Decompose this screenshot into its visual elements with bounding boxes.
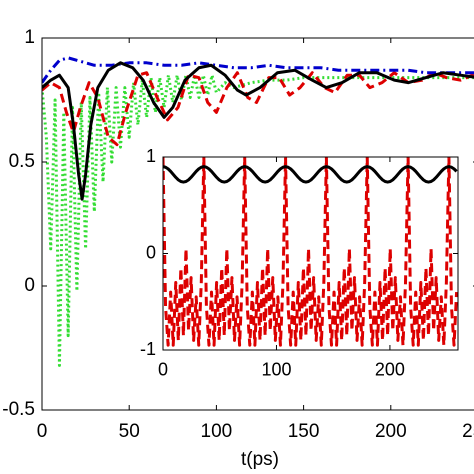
y-tick-label: 0: [24, 275, 35, 296]
data-line: [163, 157, 458, 347]
data-line: [42, 61, 474, 201]
x-axis-label: t(ps): [241, 449, 279, 470]
data-line: [163, 165, 458, 184]
axes-frame: [41, 37, 474, 411]
y-tick-label: 1: [24, 27, 35, 48]
x-tick-label: 200: [375, 421, 407, 442]
x-tick-label: 250: [462, 421, 474, 442]
y-tick-label: 1: [146, 146, 156, 166]
x-tick-label: 0: [37, 421, 48, 442]
y-tick-label: -1: [140, 339, 156, 359]
data-line: [42, 56, 474, 84]
x-tick-label: 200: [375, 359, 405, 379]
x-tick-label: 100: [201, 421, 233, 442]
x-tick-label: 50: [119, 421, 140, 442]
x-tick-label: 100: [261, 359, 291, 379]
x-tick-label: 150: [288, 421, 320, 442]
data-line: [42, 73, 474, 367]
y-tick-label: -0.5: [2, 399, 35, 420]
y-tick-label: 0: [146, 242, 156, 262]
x-tick-label: 0: [158, 359, 168, 379]
y-tick-label: 0.5: [9, 151, 35, 172]
